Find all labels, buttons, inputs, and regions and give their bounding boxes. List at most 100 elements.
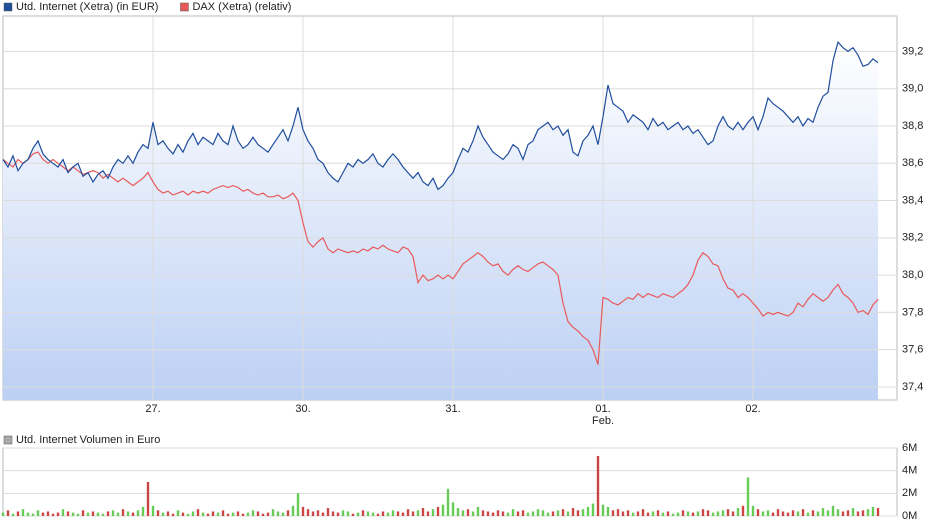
volume-bar bbox=[316, 510, 320, 516]
y-tick-label: 4M bbox=[902, 465, 917, 477]
volume-bar bbox=[541, 510, 545, 516]
volume-bar bbox=[286, 510, 290, 516]
volume-bar bbox=[846, 510, 850, 516]
volume-bar bbox=[131, 512, 135, 516]
y-tick-label: 39,0 bbox=[902, 83, 923, 95]
volume-bar bbox=[86, 512, 90, 516]
volume-bar bbox=[21, 509, 25, 516]
volume-bar bbox=[51, 513, 55, 516]
volume-bar bbox=[176, 510, 180, 516]
volume-bar bbox=[871, 506, 875, 516]
volume-bar bbox=[256, 511, 260, 516]
volume-bar bbox=[806, 512, 810, 516]
volume-bar bbox=[701, 509, 705, 516]
legend-label: DAX (Xetra) (relativ) bbox=[192, 1, 291, 13]
volume-bar bbox=[431, 509, 435, 516]
volume-bar bbox=[566, 511, 570, 516]
volume-bar bbox=[471, 511, 475, 516]
line-series bbox=[2, 40, 879, 191]
volume-bar bbox=[771, 512, 775, 516]
volume-bar bbox=[861, 510, 865, 516]
volume-bar bbox=[221, 510, 225, 516]
volume-bar bbox=[481, 510, 485, 516]
volume-bar bbox=[171, 513, 175, 516]
volume-bar bbox=[761, 511, 765, 516]
volume-bar bbox=[151, 505, 155, 516]
volume-bar bbox=[796, 511, 800, 516]
volume-bar bbox=[576, 510, 580, 516]
volume-bar bbox=[691, 512, 695, 516]
volume-bar bbox=[126, 511, 130, 516]
volume-bar bbox=[406, 509, 410, 516]
volume-bar bbox=[551, 511, 555, 516]
volume-bar bbox=[226, 513, 230, 516]
volume-bar bbox=[91, 511, 95, 516]
volume-bar bbox=[631, 512, 635, 516]
volume-bar bbox=[41, 512, 45, 516]
volume-bar bbox=[356, 512, 360, 516]
volume-bar bbox=[376, 513, 380, 516]
volume-bar bbox=[601, 504, 605, 516]
legend-swatch bbox=[180, 2, 189, 12]
volume-bar bbox=[496, 510, 500, 516]
y-tick-label: 39,2 bbox=[902, 45, 923, 57]
volume-bar bbox=[201, 512, 205, 516]
volume-bar bbox=[191, 511, 195, 516]
volume-bar bbox=[851, 508, 855, 516]
volume-bar bbox=[751, 505, 755, 516]
volume-bar bbox=[341, 510, 345, 516]
y-tick-label: 38,8 bbox=[902, 120, 923, 132]
volume-bar bbox=[876, 508, 880, 516]
legend-label: Utd. Internet (Xetra) (in EUR) bbox=[16, 1, 158, 13]
volume-bar bbox=[616, 509, 620, 516]
volume-bar bbox=[386, 512, 390, 516]
volume-bar bbox=[626, 510, 630, 516]
volume-bar bbox=[581, 509, 585, 516]
volume-bar bbox=[836, 509, 840, 516]
volume-bar bbox=[741, 505, 745, 516]
volume-bar bbox=[281, 512, 285, 516]
volume-bar bbox=[486, 511, 490, 516]
volume-bar bbox=[816, 511, 820, 516]
volume-bar bbox=[251, 510, 255, 516]
volume-bar bbox=[506, 512, 510, 516]
volume-bar bbox=[446, 488, 450, 516]
volume-bar bbox=[46, 511, 50, 516]
volume-bar bbox=[641, 509, 645, 516]
volume-bar bbox=[841, 511, 845, 516]
volume-bar bbox=[381, 511, 385, 516]
volume-bar bbox=[786, 512, 790, 516]
volume-bar bbox=[571, 508, 575, 516]
volume-bar bbox=[441, 504, 445, 516]
volume-bar bbox=[56, 512, 60, 516]
volume-bar bbox=[181, 512, 185, 516]
volume-bar bbox=[61, 509, 65, 516]
volume-bar bbox=[276, 511, 280, 516]
volume-bar bbox=[216, 512, 220, 516]
x-tick-label: 31. bbox=[445, 403, 460, 415]
line-series bbox=[2, 151, 879, 365]
volume-bar bbox=[716, 511, 720, 516]
volume-bar bbox=[246, 512, 250, 516]
volume-bar bbox=[621, 511, 625, 516]
volume-bar bbox=[261, 513, 265, 516]
volume-bar bbox=[651, 511, 655, 516]
volume-bar bbox=[411, 511, 415, 516]
volume-bar bbox=[241, 513, 245, 516]
volume-bar bbox=[1, 512, 5, 516]
area-fill bbox=[3, 42, 878, 400]
volume-bar bbox=[396, 511, 400, 516]
volume-bar bbox=[531, 511, 535, 516]
volume-bar bbox=[661, 512, 665, 516]
y-tick-label: 38,0 bbox=[902, 269, 923, 281]
volume-bar bbox=[656, 510, 660, 516]
volume-bar bbox=[671, 513, 675, 516]
volume-bar bbox=[831, 505, 835, 516]
x-tick-label: 30. bbox=[295, 403, 310, 415]
volume-bar bbox=[301, 506, 305, 516]
volume-bar bbox=[156, 510, 160, 516]
volume-bar bbox=[586, 506, 590, 516]
y-tick-label: 38,4 bbox=[902, 194, 923, 206]
volume-bar bbox=[271, 509, 275, 516]
